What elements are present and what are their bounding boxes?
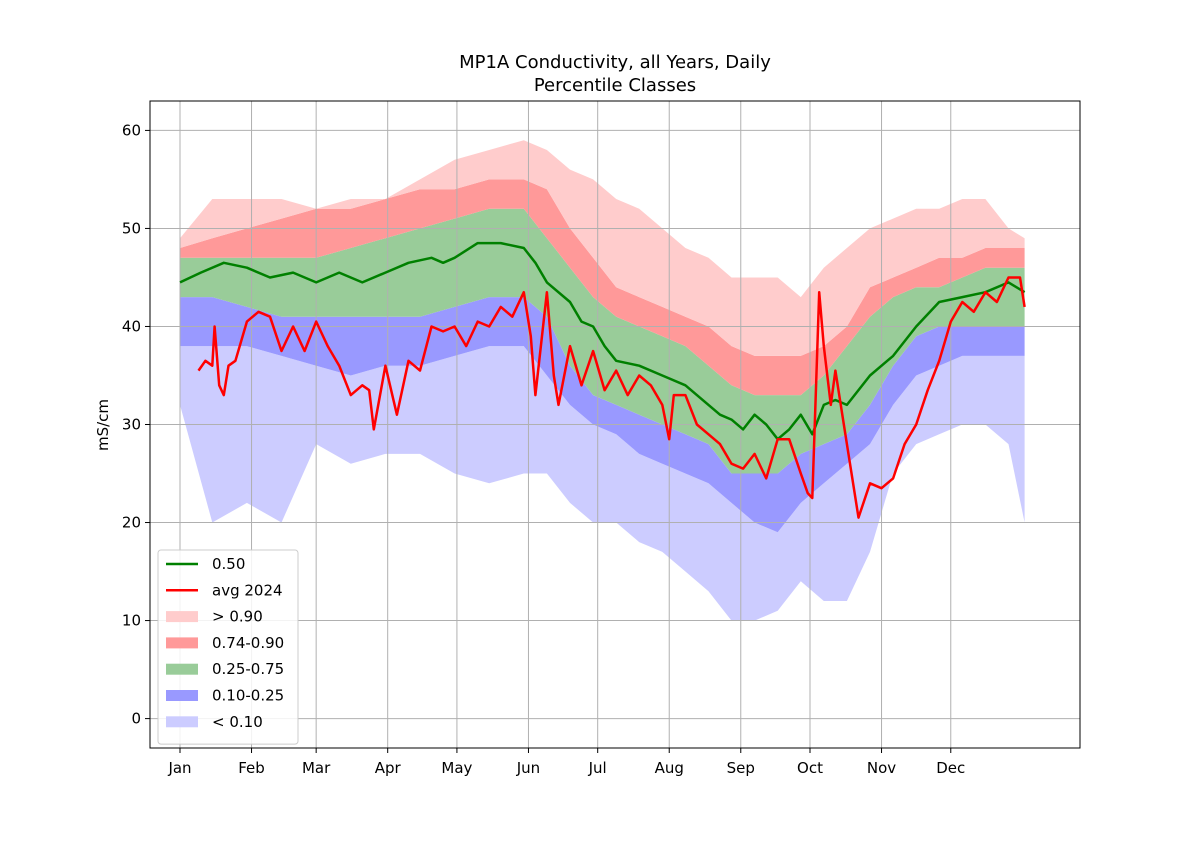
- x-tick-label: Oct: [797, 759, 823, 777]
- x-tick-label: Aug: [655, 759, 684, 777]
- x-tick-label: May: [441, 759, 472, 777]
- y-tick-label: 60: [122, 121, 141, 139]
- y-tick-label: 20: [122, 514, 141, 532]
- band-0-10: [180, 346, 1025, 621]
- legend-swatch-0-74-0-90: [166, 637, 198, 649]
- band-0-90: [180, 140, 1025, 356]
- y-tick-label: 10: [122, 612, 141, 630]
- x-tick-label: Sep: [727, 759, 755, 777]
- legend-swatch-0-10: [166, 716, 198, 728]
- x-tick-label: Nov: [867, 759, 896, 777]
- chart-subtitle: Percentile Classes: [534, 75, 696, 96]
- series-line-avg-2024: [197, 276, 1026, 519]
- legend-label: < 0.10: [212, 713, 263, 731]
- x-tick-label: Dec: [936, 759, 965, 777]
- legend: 0.50 avg 2024 > 0.90 0.74-0.90 0.25-0.75 0.10…: [157, 549, 299, 745]
- x-tick-label: Jan: [167, 759, 191, 777]
- x-tick-label: Feb: [238, 759, 265, 777]
- x-tick-label: Mar: [302, 759, 331, 777]
- x-tick-label: Apr: [375, 759, 402, 777]
- legend-label: > 0.90: [212, 608, 263, 626]
- y-tick-label: 40: [122, 317, 141, 335]
- chart-title: MP1A Conductivity, all Years, Daily: [459, 52, 771, 73]
- legend-swatch-0-25-0-75: [166, 663, 198, 675]
- lines-layer: [179, 241, 1026, 519]
- y-tick-label: 30: [122, 416, 141, 434]
- band-0-74-0-90: [180, 179, 1025, 396]
- legend-label: avg 2024: [212, 581, 283, 599]
- legend-label: 0.50: [212, 555, 245, 573]
- x-tick-label: Jun: [516, 759, 540, 777]
- legend-swatch-0-90: [166, 611, 198, 623]
- y-axis-label: mS/cm: [94, 399, 112, 451]
- series-line-0-50: [179, 241, 1026, 441]
- legend-label: 0.25-0.75: [212, 660, 284, 678]
- x-tick-label: Jul: [588, 759, 607, 777]
- legend-label: 0.74-0.90: [212, 634, 284, 652]
- y-tick-label: 0: [131, 710, 141, 728]
- legend-swatch-0-10-0-25: [166, 690, 198, 701]
- legend-label: 0.10-0.25: [212, 687, 284, 705]
- ticks-layer: Jan Feb Mar Apr May Jun Jul Aug Sep Oct Nov Dec 0 10 2…: [122, 121, 965, 777]
- y-tick-label: 50: [122, 219, 141, 237]
